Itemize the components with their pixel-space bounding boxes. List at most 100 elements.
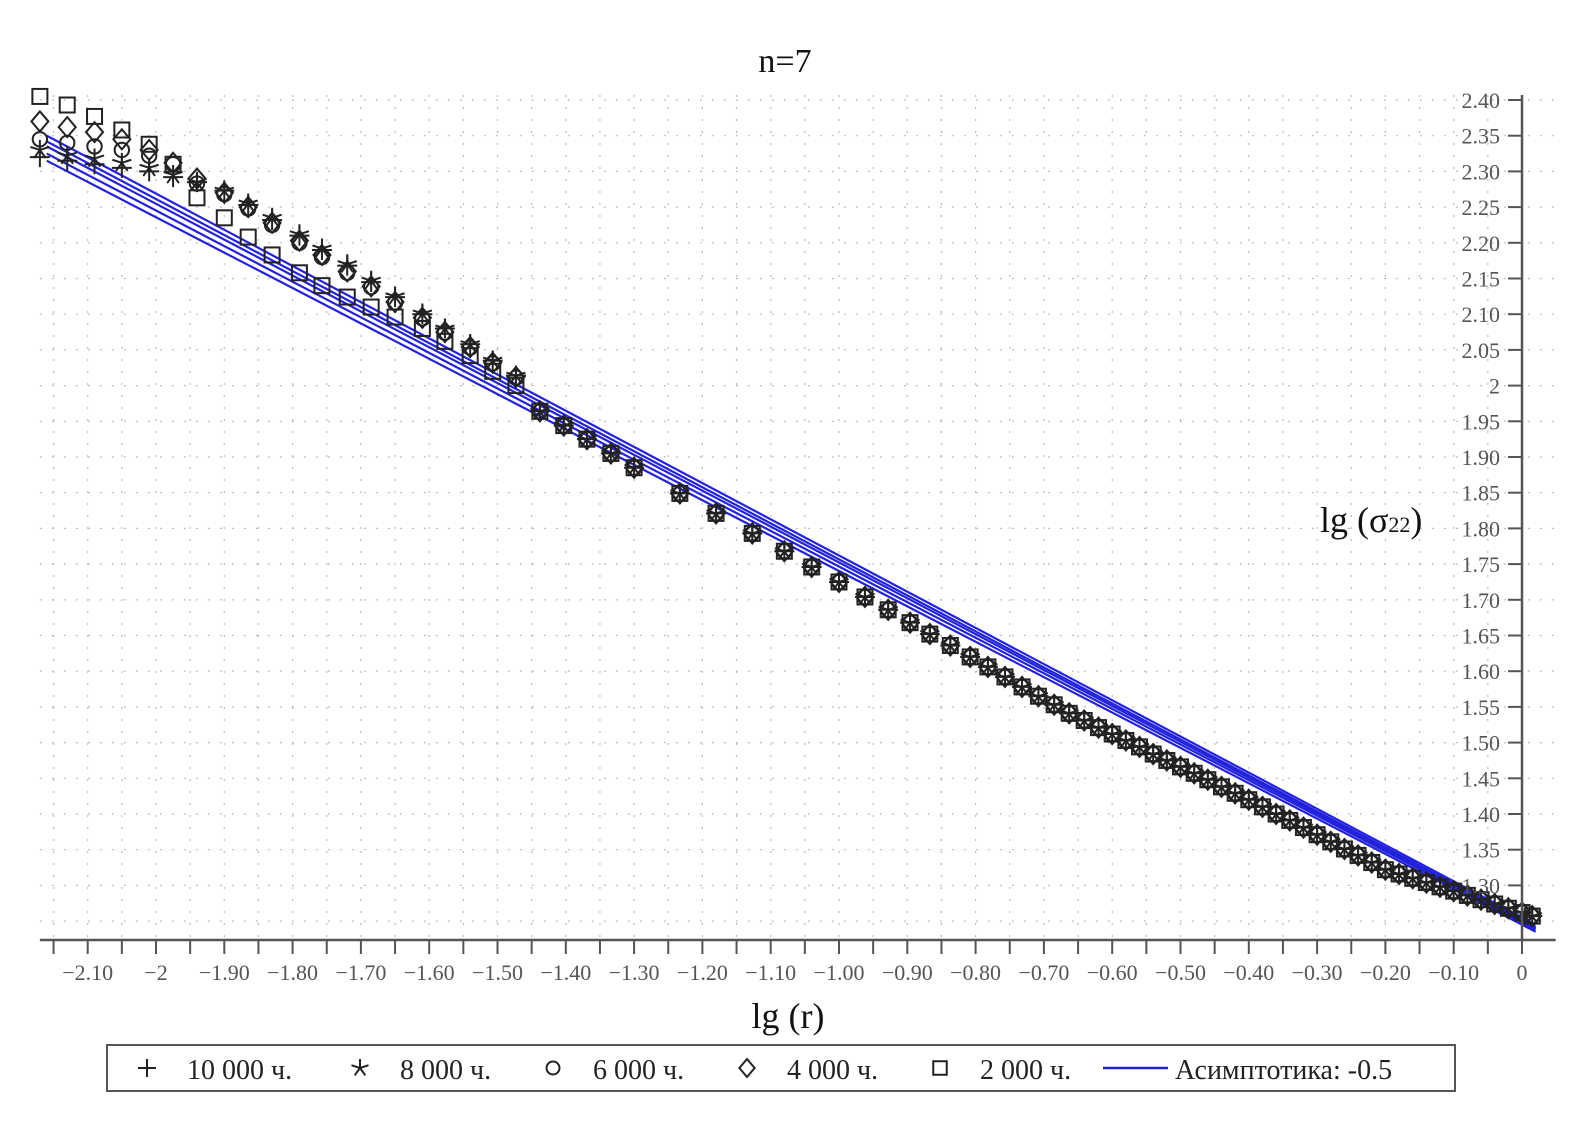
square-marker [1045, 696, 1063, 714]
x-tick-label: −2.10 [62, 960, 113, 985]
square-marker [164, 155, 182, 173]
square-marker [413, 319, 431, 337]
x-tick-label: −1.90 [199, 960, 250, 985]
legend-label: 10 000 ч. [187, 1055, 292, 1086]
square-marker [1404, 869, 1422, 887]
star-marker [1044, 694, 1064, 714]
square-marker [58, 96, 76, 114]
star-marker [1143, 744, 1163, 763]
diamond-marker [506, 365, 526, 389]
series-square [31, 87, 1541, 925]
square-marker [555, 417, 573, 435]
diamond-marker [289, 229, 310, 253]
diamond-marker [553, 414, 574, 438]
x-tick-label: −0.40 [1223, 960, 1274, 985]
square-marker [979, 658, 997, 676]
square-marker [1185, 764, 1203, 782]
x-tick-label: −0.90 [882, 960, 933, 985]
square-marker [1212, 778, 1230, 796]
square-marker [1523, 907, 1541, 925]
star-marker [774, 541, 795, 560]
star-marker [1129, 736, 1150, 756]
square-marker [313, 277, 331, 295]
star-marker [163, 164, 183, 184]
square-marker [1267, 805, 1285, 823]
diamond-marker [774, 539, 795, 563]
star-marker [1088, 717, 1109, 737]
star-marker [1443, 881, 1464, 900]
diamond-marker [1088, 716, 1109, 740]
diamond-marker [84, 120, 105, 144]
star-marker [801, 556, 822, 576]
star-marker [601, 443, 621, 463]
square-marker [901, 614, 919, 632]
star-marker [1252, 796, 1273, 816]
x-tick-label: 0 [1517, 960, 1528, 985]
x-tick-label: −0.70 [1018, 960, 1069, 985]
square-marker [1335, 840, 1353, 858]
y-tick-label: 1.70 [1462, 588, 1501, 613]
y-tick-label: 2.35 [1462, 124, 1501, 149]
star-marker [855, 586, 875, 606]
diamond-marker [435, 320, 455, 344]
circle-marker [113, 141, 131, 159]
star-marker [1198, 769, 1218, 789]
x-tick-label: −1.30 [609, 960, 660, 985]
legend: 10 000 ч. 8 000 ч. 6 000 ч. 4 000 ч. 2 000 ч… [106, 1044, 1456, 1092]
x-tick-label: −1.10 [745, 960, 796, 985]
diamond-marker [214, 181, 235, 205]
star-marker [1211, 776, 1232, 796]
star-marker [1334, 838, 1355, 858]
y-tick-label: 2.15 [1462, 267, 1501, 292]
square-marker [263, 246, 281, 264]
square-marker [239, 228, 257, 246]
diamond-marker [385, 290, 405, 314]
axes: −2.10 −2 −1.90 −1.80 −1.70 −1.60 −1.50 −1.40 −1.… [39, 88, 1556, 985]
square-marker [921, 625, 939, 643]
chart-title: n=7 [758, 43, 811, 80]
diamond-marker [460, 335, 480, 359]
x-tick-label: −2 [144, 960, 167, 985]
square-marker [1103, 725, 1121, 743]
star-marker [878, 599, 898, 619]
star-marker [624, 457, 644, 477]
square-marker [507, 377, 525, 395]
star-marker [30, 139, 50, 159]
plus-marker [138, 1059, 156, 1077]
y-tick-label: 2.20 [1462, 231, 1501, 256]
legend-box [106, 1044, 1456, 1092]
square-marker [1431, 878, 1449, 896]
asymptote-line [46, 134, 1537, 926]
y-tick-label: 2.10 [1462, 302, 1501, 327]
star-marker [1116, 730, 1136, 750]
star-marker [1170, 756, 1191, 776]
star-marker [900, 612, 920, 632]
diamond-marker [577, 427, 597, 451]
diamond-marker [337, 259, 358, 283]
square-marker [484, 362, 502, 380]
square-marker [436, 332, 454, 350]
square-marker [140, 135, 158, 153]
square-marker [1158, 751, 1176, 769]
square-marker [1029, 687, 1047, 705]
diamond-marker [624, 456, 644, 480]
diamond-marker [920, 622, 940, 646]
square-marker [932, 1060, 948, 1076]
x-tick-label: −0.10 [1428, 960, 1479, 985]
square-marker [707, 504, 725, 522]
diamond-marker [738, 1057, 756, 1079]
data-points [29, 87, 1543, 928]
square-marker [602, 444, 620, 462]
diamond-marker [1059, 701, 1079, 725]
x-tick-label: −1.60 [404, 960, 455, 985]
square-marker [215, 209, 233, 227]
square-marker [671, 484, 689, 502]
y-tick-label: 1.45 [1462, 766, 1501, 791]
legend-label: 6 000 ч. [593, 1055, 684, 1086]
square-marker [830, 573, 848, 591]
square-marker [86, 107, 104, 125]
square-marker [386, 308, 404, 326]
star-marker [829, 571, 849, 591]
diamond-marker [163, 151, 183, 175]
